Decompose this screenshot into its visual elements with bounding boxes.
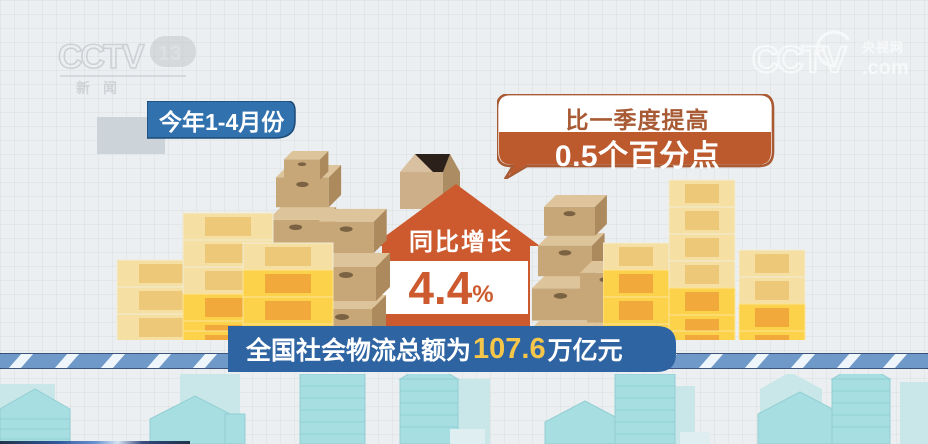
svg-text:央视网: 央视网	[862, 40, 904, 55]
svg-text:CCTV: CCTV	[752, 39, 847, 80]
svg-text:.com: .com	[862, 57, 909, 79]
svg-text:13: 13	[158, 42, 181, 65]
svg-text:CCTV: CCTV	[58, 38, 145, 76]
